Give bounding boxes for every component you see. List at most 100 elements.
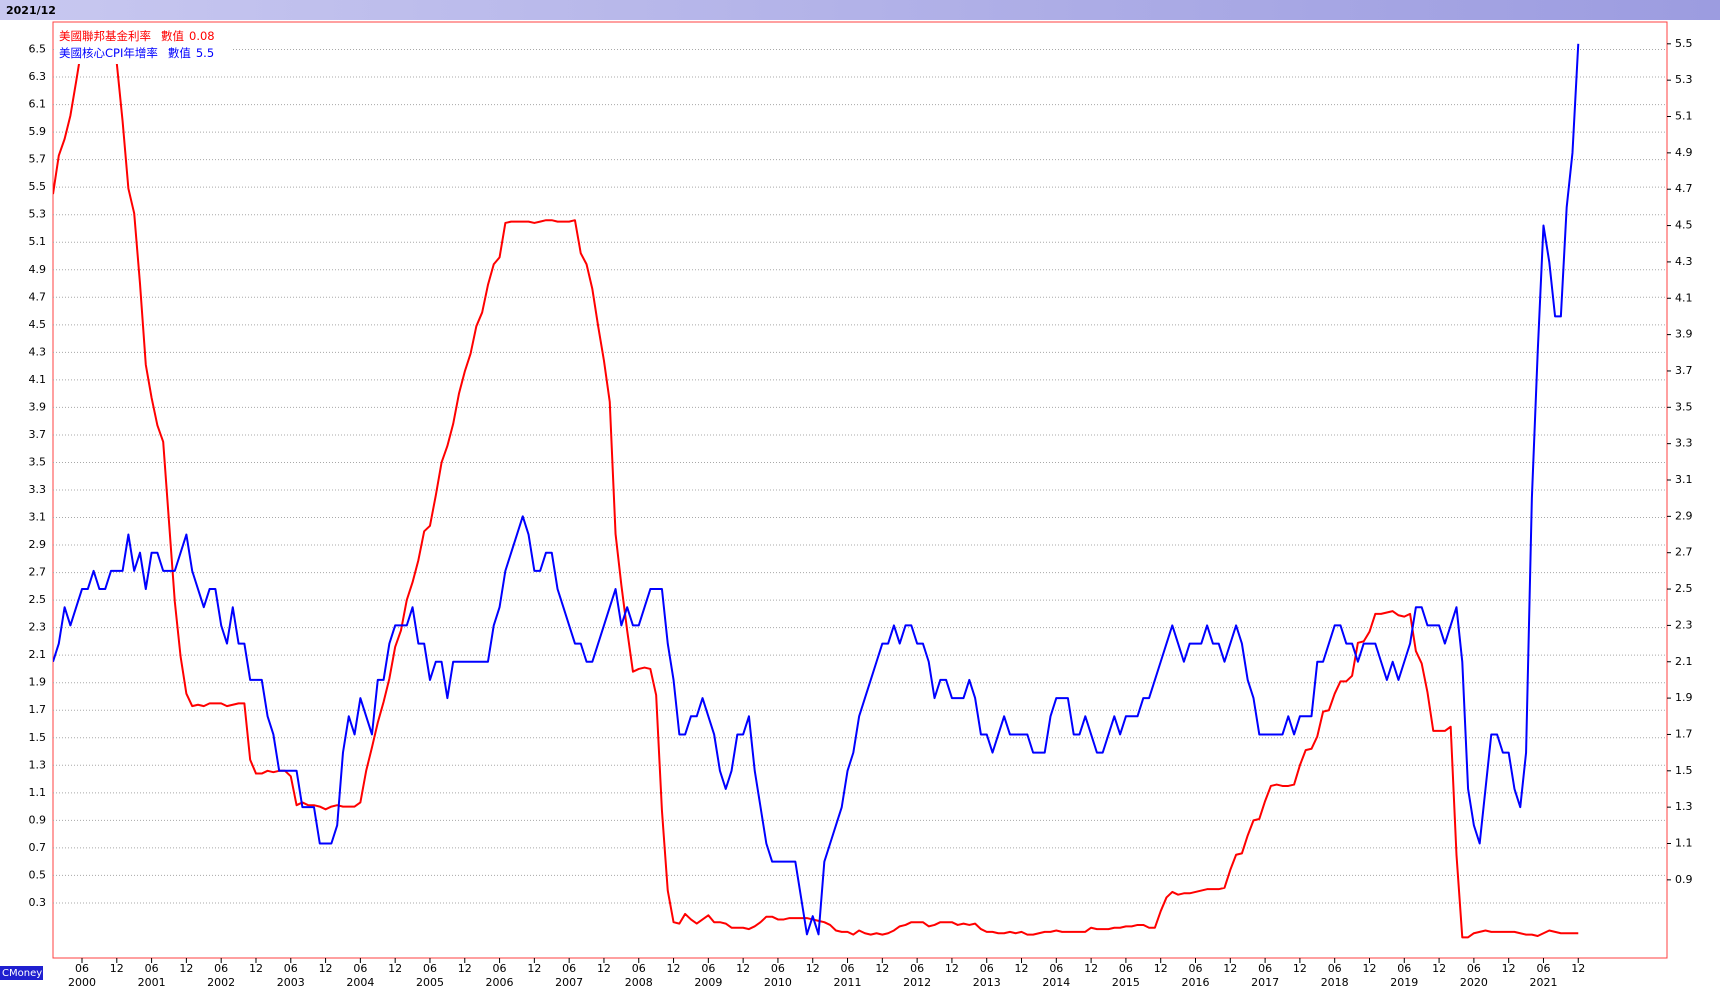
x-year-label: 2004 — [346, 976, 374, 989]
y-tick-label: 2.7 — [29, 566, 47, 579]
y2-tick-label: 1.1 — [1675, 836, 1693, 849]
x-tick-label: 12 — [458, 962, 472, 975]
legend-entry: 美國聯邦基金利率 數值 0.08 — [59, 29, 215, 43]
x-year-label: 2005 — [416, 976, 444, 989]
y2-tick-label: 3.1 — [1675, 473, 1693, 486]
series-line — [53, 43, 1580, 936]
x-tick-label: 12 — [388, 962, 402, 975]
x-tick-label: 12 — [806, 962, 820, 975]
header-bar — [0, 0, 1720, 20]
x-year-label: 2011 — [834, 976, 862, 989]
x-year-label: 2003 — [277, 976, 305, 989]
y-tick-label: 1.7 — [29, 703, 47, 716]
y2-tick-label: 4.1 — [1675, 291, 1693, 304]
legend-value-caption: 數值 — [168, 46, 191, 60]
x-tick-label: 06 — [1328, 962, 1342, 975]
y2-tick-label: 5.3 — [1675, 73, 1693, 86]
y2-tick-label: 3.7 — [1675, 364, 1693, 377]
y-tick-label: 0.5 — [29, 868, 47, 881]
legend: 美國聯邦基金利率 數值 0.08 美國核心CPI年增率 數值 5.5 — [55, 24, 233, 64]
x-year-label: 2018 — [1321, 976, 1349, 989]
x-tick-label: 06 — [1258, 962, 1272, 975]
x-tick-label: 12 — [1223, 962, 1237, 975]
y2-tick-label: 4.7 — [1675, 182, 1693, 195]
x-tick-label: 06 — [841, 962, 855, 975]
x-year-label: 2017 — [1251, 976, 1279, 989]
y2-tick-label: 1.9 — [1675, 691, 1693, 704]
x-year-label: 2009 — [694, 976, 722, 989]
y-tick-label: 3.1 — [29, 511, 47, 524]
x-tick-label: 12 — [597, 962, 611, 975]
legend-name: 美國聯邦基金利率 — [59, 29, 151, 43]
x-tick-label: 12 — [319, 962, 333, 975]
x-year-label: 2019 — [1390, 976, 1418, 989]
y-tick-label: 6.3 — [29, 70, 47, 83]
x-tick-label: 12 — [736, 962, 750, 975]
y-tick-label: 4.1 — [29, 373, 47, 386]
x-tick-label: 12 — [110, 962, 124, 975]
y-tick-label: 3.5 — [29, 455, 47, 468]
chart-title: 2021/12 — [6, 4, 56, 17]
x-tick-label: 12 — [1015, 962, 1029, 975]
x-tick-label: 12 — [249, 962, 263, 975]
y-tick-label: 6.5 — [29, 43, 47, 56]
x-tick-label: 12 — [1362, 962, 1376, 975]
y-tick-label: 5.9 — [29, 125, 47, 138]
y2-tick-label: 2.3 — [1675, 618, 1693, 631]
x-tick-label: 06 — [145, 962, 159, 975]
x-year-label: 2006 — [486, 976, 514, 989]
x-tick-label: 12 — [1084, 962, 1098, 975]
y-tick-label: 2.3 — [29, 621, 47, 634]
x-tick-label: 12 — [179, 962, 193, 975]
x-tick-label: 06 — [493, 962, 507, 975]
x-tick-label: 12 — [1154, 962, 1168, 975]
legend-entry: 美國核心CPI年增率 數值 5.5 — [59, 46, 214, 60]
x-year-label: 2013 — [973, 976, 1001, 989]
x-year-label: 2021 — [1529, 976, 1557, 989]
y-tick-label: 3.9 — [29, 400, 47, 413]
y2-tick-label: 3.9 — [1675, 328, 1693, 341]
y-tick-label: 3.7 — [29, 428, 47, 441]
x-tick-label: 06 — [1467, 962, 1481, 975]
y2-tick-label: 4.9 — [1675, 146, 1693, 159]
x-tick-label: 06 — [1397, 962, 1411, 975]
y-tick-label: 5.7 — [29, 153, 47, 166]
y2-tick-label: 2.1 — [1675, 655, 1693, 668]
x-tick-label: 06 — [1049, 962, 1063, 975]
x-tick-label: 06 — [75, 962, 89, 975]
x-tick-label: 06 — [284, 962, 298, 975]
x-year-label: 2014 — [1042, 976, 1070, 989]
y-tick-label: 4.3 — [29, 345, 47, 358]
x-tick-label: 12 — [667, 962, 681, 975]
x-tick-label: 12 — [945, 962, 959, 975]
y2-tick-label: 2.9 — [1675, 509, 1693, 522]
y-tick-label: 1.1 — [29, 786, 47, 799]
y-tick-label: 4.5 — [29, 318, 47, 331]
y-tick-label: 3.3 — [29, 483, 47, 496]
x-year-label: 2007 — [555, 976, 583, 989]
y-tick-label: 1.9 — [29, 676, 47, 689]
y-tick-label: 5.1 — [29, 235, 47, 248]
y2-tick-label: 3.5 — [1675, 400, 1693, 413]
legend-value-caption: 數值 — [161, 29, 184, 43]
x-tick-label: 12 — [527, 962, 541, 975]
y-tick-label: 6.1 — [29, 98, 47, 111]
y-tick-label: 2.1 — [29, 648, 47, 661]
y2-tick-label: 0.9 — [1675, 873, 1693, 886]
x-year-label: 2015 — [1112, 976, 1140, 989]
x-tick-label: 06 — [353, 962, 367, 975]
y2-tick-label: 5.1 — [1675, 110, 1693, 123]
x-year-label: 2008 — [625, 976, 653, 989]
y2-tick-label: 2.5 — [1675, 582, 1693, 595]
x-year-label: 2000 — [68, 976, 96, 989]
legend-name: 美國核心CPI年增率 — [59, 46, 158, 60]
x-tick-label: 12 — [875, 962, 889, 975]
legend-value: 5.5 — [196, 46, 214, 60]
x-tick-label: 06 — [1189, 962, 1203, 975]
y2-tick-label: 4.5 — [1675, 219, 1693, 232]
x-tick-label: 06 — [214, 962, 228, 975]
x-year-label: 2016 — [1182, 976, 1210, 989]
x-year-label: 2002 — [207, 976, 235, 989]
x-tick-label: 06 — [562, 962, 576, 975]
